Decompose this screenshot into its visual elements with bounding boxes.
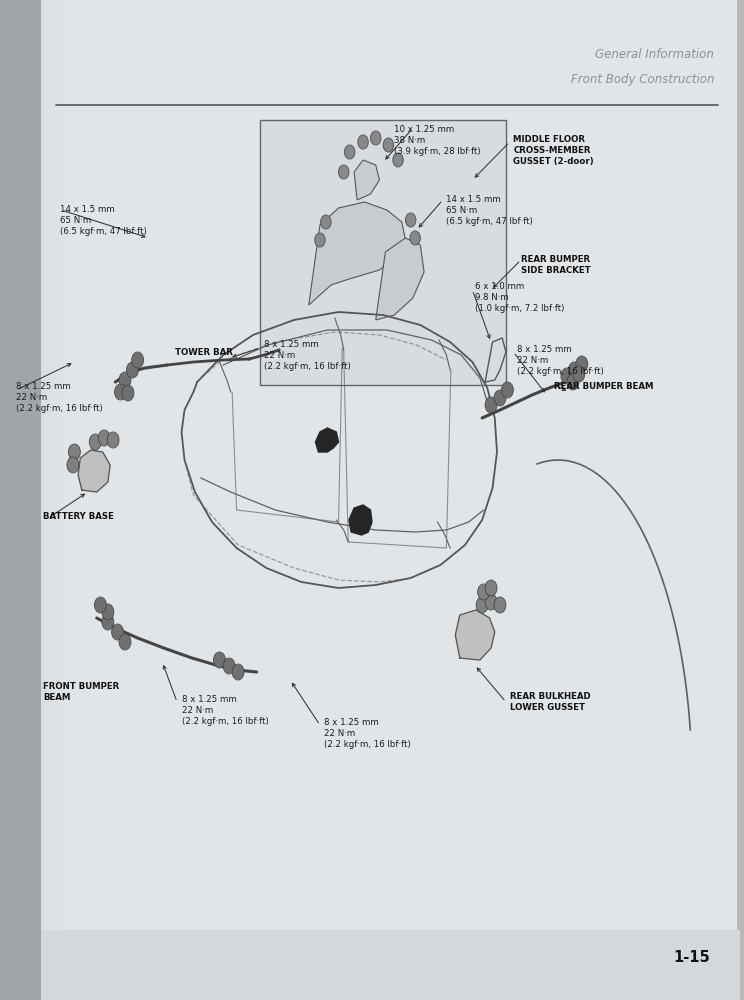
Circle shape [103,615,113,629]
Text: TOWER BAR: TOWER BAR [175,348,233,357]
Text: 8 x 1.25 mm
22 N·m
(2.2 kgf·m, 16 lbf·ft): 8 x 1.25 mm 22 N·m (2.2 kgf·m, 16 lbf·ft… [264,340,351,371]
Text: Front Body Construction: Front Body Construction [571,74,714,87]
Bar [54,0,59,1000]
Text: 14 x 1.5 mm
65 N·m
(6.5 kgf·m, 47 lbf·ft): 14 x 1.5 mm 65 N·m (6.5 kgf·m, 47 lbf·ft… [446,195,533,226]
Circle shape [120,635,130,649]
Text: 8 x 1.25 mm
22 N·m
(2.2 kgf·m, 16 lbf·ft): 8 x 1.25 mm 22 N·m (2.2 kgf·m, 16 lbf·ft… [324,718,411,749]
Text: FRONT BUMPER
BEAM: FRONT BUMPER BEAM [43,682,119,702]
Circle shape [406,214,415,226]
Circle shape [562,369,572,383]
Circle shape [486,581,496,595]
Circle shape [478,585,489,599]
Circle shape [371,132,380,144]
Text: 10 x 1.25 mm
38 N·m
(3.9 kgf·m, 28 lbf·ft): 10 x 1.25 mm 38 N·m (3.9 kgf·m, 28 lbf·f… [394,125,481,156]
Polygon shape [309,202,405,305]
Text: REAR BUMPER BEAM: REAR BUMPER BEAM [554,382,654,391]
Text: REAR BULKHEAD
LOWER GUSSET: REAR BULKHEAD LOWER GUSSET [510,692,590,712]
Text: MIDDLE FLOOR
CROSS-MEMBER
GUSSET (2-door): MIDDLE FLOOR CROSS-MEMBER GUSSET (2-door… [513,135,594,166]
Circle shape [68,458,78,472]
Polygon shape [78,450,110,492]
Circle shape [486,595,496,609]
Polygon shape [354,160,379,200]
Circle shape [115,385,126,399]
Circle shape [132,353,143,367]
Circle shape [568,375,578,389]
Polygon shape [349,505,372,535]
Text: 8 x 1.25 mm
22 N·m
(2.2 kgf·m, 16 lbf·ft): 8 x 1.25 mm 22 N·m (2.2 kgf·m, 16 lbf·ft… [517,345,604,376]
Text: BATTERY BASE: BATTERY BASE [43,512,114,521]
Circle shape [224,659,234,673]
Text: 6 x 1.0 mm
9.8 N·m
(1.0 kgf·m, 7.2 lbf·ft): 6 x 1.0 mm 9.8 N·m (1.0 kgf·m, 7.2 lbf·f… [475,282,564,313]
Circle shape [495,598,505,612]
Circle shape [574,367,584,381]
Circle shape [90,435,100,449]
Circle shape [411,232,420,244]
Circle shape [108,433,118,447]
Text: 1-15: 1-15 [674,950,711,966]
Circle shape [315,234,324,246]
Circle shape [69,445,80,459]
Circle shape [112,625,123,639]
Circle shape [233,665,243,679]
Circle shape [359,136,368,148]
Circle shape [127,363,138,377]
Text: 8 x 1.25 mm
22 N·m
(2.2 kgf·m, 16 lbf·ft): 8 x 1.25 mm 22 N·m (2.2 kgf·m, 16 lbf·ft… [182,695,269,726]
Text: General Information: General Information [595,48,714,62]
Circle shape [345,146,354,158]
Bar [260,120,506,385]
Bar [45,0,50,1000]
Bar [0,0,41,1000]
Circle shape [495,391,505,405]
Polygon shape [376,238,424,320]
Text: 14 x 1.5 mm
65 N·m
(6.5 kgf·m, 47 lbf·ft): 14 x 1.5 mm 65 N·m (6.5 kgf·m, 47 lbf·ft… [60,205,147,236]
Polygon shape [315,428,339,452]
Circle shape [502,383,513,397]
Circle shape [384,139,393,151]
Circle shape [569,363,580,377]
Bar [41,930,740,1000]
Circle shape [99,431,109,445]
Circle shape [95,598,106,612]
Circle shape [123,386,133,400]
Circle shape [477,598,487,612]
Circle shape [339,166,348,178]
Text: REAR BUMPER
SIDE BRACKET: REAR BUMPER SIDE BRACKET [521,255,591,275]
Circle shape [214,653,225,667]
Bar [50,0,54,1000]
Circle shape [103,605,113,619]
Circle shape [321,216,330,228]
Bar [59,0,63,1000]
Bar [41,0,45,1000]
Text: 8 x 1.25 mm
22 N·m
(2.2 kgf·m, 16 lbf·ft): 8 x 1.25 mm 22 N·m (2.2 kgf·m, 16 lbf·ft… [16,382,103,413]
Circle shape [486,398,496,412]
Circle shape [394,154,403,166]
Circle shape [120,373,130,387]
Polygon shape [455,610,495,660]
Circle shape [577,357,587,371]
